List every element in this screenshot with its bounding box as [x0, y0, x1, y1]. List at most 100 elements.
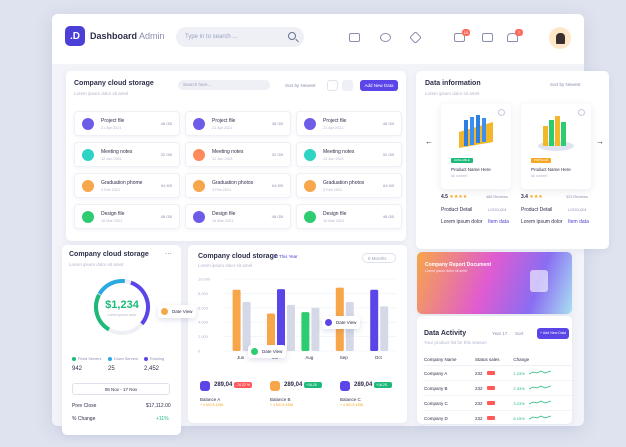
column-header[interactable]: Company Name — [424, 354, 475, 366]
file-size: 64 KB — [161, 183, 172, 188]
balance-item[interactable]: 289,04 -76.22 % Balance A + 4 MO 8 4356 — [196, 377, 252, 417]
storage-bar-card: Company cloud storage In This Year Lorem… — [158, 245, 407, 423]
file-type-icon — [304, 149, 316, 161]
file-item[interactable]: Design file 16 Mar 2021 48 GB — [296, 204, 402, 229]
file-size: 48 GB — [160, 214, 172, 219]
data-info-title: Data information — [425, 80, 481, 87]
bar[interactable] — [267, 313, 275, 351]
file-name: Graduation phome — [101, 180, 143, 186]
balance-item[interactable]: 289,04 +16.25 % Balance B + 4 MO 8 4356 — [266, 377, 322, 417]
logo-icon[interactable]: .D — [65, 26, 85, 46]
column-header[interactable]: Status sales — [474, 354, 514, 366]
range-select[interactable]: 6 Months — [362, 253, 396, 263]
product-detail-2: Product Detail — [521, 207, 553, 213]
file-name: Project file — [212, 118, 236, 124]
grid-view-icon[interactable] — [342, 80, 353, 91]
carousel-prev-icon[interactable]: ← — [425, 137, 433, 146]
activity-title: Data Activity — [424, 330, 467, 337]
activity-filter-year[interactable]: Year 17 — [492, 331, 508, 336]
product-desc-2: Lorem ipsum dolor — [521, 219, 563, 225]
file-type-icon — [193, 211, 205, 223]
balance-item[interactable]: 289,04 +16.25 % Balance C + 4 MO 8 4356 — [336, 377, 392, 417]
date-range-select[interactable]: 08 Nov - 17 Nov — [72, 383, 170, 395]
product-card-1[interactable]: AVAILABLE Product Name Here All content — [441, 104, 511, 189]
search-icon[interactable] — [288, 32, 296, 40]
file-item[interactable]: Meeting notes 12 Jun 2021 32 GB — [185, 142, 291, 167]
file-item[interactable]: Project file 21 Apr 2021 48 GB — [74, 111, 180, 136]
bar[interactable] — [287, 304, 295, 351]
item-data-link-2[interactable]: Item data — [568, 219, 589, 225]
y-tick-label: 4,000 — [198, 320, 209, 325]
add-new-data-button[interactable]: Add New Data — [360, 80, 398, 91]
bar[interactable] — [380, 306, 389, 351]
bar[interactable] — [301, 312, 310, 351]
file-item[interactable]: Design file 16 Mar 2021 48 GB — [74, 204, 180, 229]
data-info-sort-select[interactable]: Sort by Newest — [550, 82, 581, 87]
search-input[interactable]: Type in to search ... — [176, 27, 304, 47]
bar[interactable] — [277, 289, 285, 351]
favorite-icon[interactable] — [498, 109, 505, 116]
database-icon[interactable] — [380, 33, 391, 42]
favorite-icon[interactable] — [578, 109, 585, 116]
company-name: Company D — [424, 410, 475, 426]
report-title: Company Report Document — [425, 262, 492, 268]
status-value: 232 — [474, 370, 483, 376]
file-date: 21 Apr 2021 — [101, 126, 122, 130]
avatar[interactable] — [549, 27, 571, 49]
table-row[interactable]: Company A 232 1.23% — [424, 365, 572, 381]
product-detail-1: Product Detail — [441, 207, 473, 213]
more-icon[interactable]: ⋯ — [165, 251, 172, 258]
file-item[interactable]: Project file 21 Apr 2021 48 GB — [185, 111, 291, 136]
balance-name: Balance B — [270, 397, 291, 402]
brand-title: Dashboard Admin — [90, 31, 165, 41]
bar[interactable] — [242, 302, 251, 351]
sparkline-icon — [528, 385, 551, 390]
table-row[interactable]: Company D 232 6.15% — [424, 410, 572, 426]
legend-value: 2,452 — [144, 366, 160, 372]
file-name: Design file — [212, 211, 236, 217]
activity-add-button[interactable]: + Add New Data — [537, 328, 569, 339]
profile-card-icon[interactable] — [482, 33, 493, 42]
file-item[interactable]: Project file 21 Apr 2021 48 GB — [296, 111, 402, 136]
mail-badge: 10 — [462, 29, 470, 36]
y-tick-label: 6,000 — [198, 305, 209, 310]
table-body: Company A 232 1.23% Company B 232 2.33% Compan… — [424, 365, 572, 426]
file-item[interactable]: Meeting notes 12 Jun 2021 32 GB — [74, 142, 180, 167]
file-item[interactable]: Meeting notes 12 Jun 2021 32 GB — [296, 142, 402, 167]
file-name: Meeting notes — [212, 149, 244, 155]
bar[interactable] — [311, 307, 320, 351]
tooltip-label: Date View — [336, 320, 357, 325]
file-item[interactable]: Graduation photos 3 Feb 2021 64 KB — [185, 173, 291, 198]
table-row[interactable]: Company B 232 2.33% — [424, 380, 572, 396]
table-row[interactable]: Company C 232 3.23% — [424, 395, 572, 411]
activity-filter-sort[interactable]: Sort — [515, 331, 524, 336]
file-name: Meeting notes — [101, 149, 133, 155]
bar[interactable] — [370, 289, 379, 351]
balance-icon — [340, 381, 350, 391]
file-size: 32 GB — [382, 152, 394, 157]
mail-icon[interactable]: 10 — [454, 29, 470, 42]
item-data-link-1[interactable]: Item data — [488, 219, 509, 225]
bell-icon[interactable]: 7 — [507, 29, 523, 42]
reviews-1: 486 Reviews — [486, 195, 508, 199]
file-item[interactable]: Graduation photos 3 Feb 2021 64 KB — [296, 173, 402, 198]
list-view-icon[interactable] — [327, 80, 338, 91]
layers-icon[interactable] — [409, 31, 422, 44]
product-name: Product Name Here — [531, 167, 571, 172]
bar[interactable] — [232, 289, 241, 351]
file-name: Project file — [323, 118, 347, 124]
storage-search-input[interactable]: Search here... — [178, 80, 270, 90]
browser-window-icon[interactable] — [349, 33, 360, 42]
product-card-2[interactable]: POPULAR Product Name Here All content — [521, 104, 591, 189]
file-item[interactable]: Design file 16 Mar 2021 48 GB — [185, 204, 291, 229]
period-select[interactable]: In This Year — [274, 254, 298, 259]
balance-icon — [270, 381, 280, 391]
carousel-next-icon[interactable]: → — [596, 137, 604, 146]
company-report-banner[interactable]: Company Report Document Lorem ipsum dolo… — [417, 252, 572, 314]
column-header[interactable]: Change — [513, 354, 572, 366]
storage-sort-select[interactable]: Sort by Newest — [285, 83, 316, 88]
file-date: 16 Mar 2021 — [212, 219, 234, 223]
file-type-icon — [193, 180, 205, 192]
file-item[interactable]: Graduation phome 3 Feb 2021 64 KB — [74, 173, 180, 198]
x-tick-label: Oct — [375, 355, 383, 360]
